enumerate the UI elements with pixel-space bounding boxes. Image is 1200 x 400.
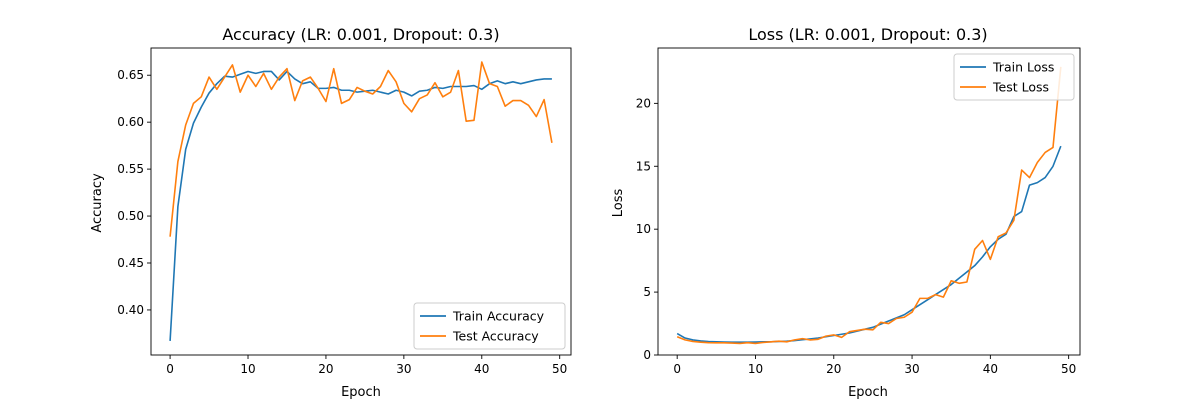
- loss-chart: Loss (LR: 0.001, Dropout: 0.3) Epoch Los…: [611, 25, 1081, 400]
- x-tick-label: 30: [904, 362, 919, 376]
- x-tick-label: 40: [474, 362, 489, 376]
- x-axis-label: Epoch: [341, 385, 381, 400]
- y-tick-label: 5: [643, 285, 651, 299]
- legend-entry: Test Accuracy: [452, 329, 539, 344]
- y-tick-label: 0: [643, 348, 651, 362]
- x-tick-label: 0: [166, 362, 174, 376]
- y-tick-label: 15: [636, 159, 651, 173]
- y-tick-label: 10: [636, 222, 651, 236]
- y-tick-label: 0.60: [117, 115, 144, 129]
- x-tick-label: 50: [1061, 362, 1076, 376]
- accuracy-chart: Accuracy (LR: 0.001, Dropout: 0.3) Epoch…: [90, 25, 572, 400]
- x-tick-label: 20: [318, 362, 333, 376]
- y-tick-label: 0.40: [117, 303, 144, 317]
- x-tick-label: 50: [552, 362, 567, 376]
- legend-box: [413, 302, 566, 350]
- series-line-0: [169, 70, 552, 341]
- y-tick-label: 0.65: [117, 68, 144, 82]
- y-axis-label: Accuracy: [90, 173, 105, 233]
- legend-entry: Train Accuracy: [452, 309, 545, 324]
- y-tick-label: 0.45: [117, 256, 144, 270]
- axes-frame: [150, 47, 572, 356]
- x-tick-label: 40: [983, 362, 998, 376]
- y-tick-label: 0.55: [117, 162, 144, 176]
- chart-title: Accuracy (LR: 0.001, Dropout: 0.3): [222, 25, 499, 44]
- legend-entry: Test Loss: [992, 80, 1049, 95]
- series-line-0: [676, 145, 1062, 343]
- x-tick-label: 10: [240, 362, 255, 376]
- x-axis-label: Epoch: [848, 385, 888, 400]
- legend-entry: Train Loss: [992, 60, 1054, 75]
- series-line-1: [169, 61, 553, 237]
- series-line-1: [676, 66, 1062, 345]
- x-tick-label: 20: [826, 362, 841, 376]
- chart-title: Loss (LR: 0.001, Dropout: 0.3): [748, 25, 987, 44]
- x-tick-label: 30: [396, 362, 411, 376]
- axes-frame: [657, 47, 1081, 356]
- y-tick-label: 20: [636, 96, 651, 110]
- y-tick-label: 0.50: [117, 209, 144, 223]
- x-tick-label: 10: [748, 362, 763, 376]
- x-tick-label: 0: [673, 362, 681, 376]
- y-axis-label: Loss: [611, 189, 626, 218]
- legend-box: [953, 53, 1075, 101]
